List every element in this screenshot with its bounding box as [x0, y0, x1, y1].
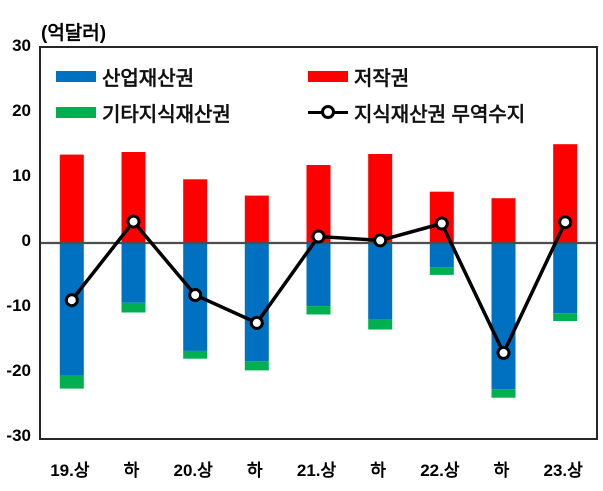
trade-balance-marker: [496, 345, 511, 360]
trade-balance-marker: [126, 214, 141, 229]
x-tick-label: 하: [247, 461, 263, 480]
trade-balance-marker: [311, 229, 326, 244]
x-tick-label: 하: [493, 461, 510, 480]
y-tick-label: -20: [6, 361, 31, 380]
x-axis-tick-labels: 19.상 하 20.상 하 21.상 하 22.상 하 23.상: [39, 452, 598, 482]
legend-entry-trade-balance: 지식재산권 무역수지: [308, 100, 526, 126]
y-tick-label: 0: [21, 231, 31, 250]
bar-segment-저작권: [368, 154, 393, 243]
bar-segment-기타지식재산권: [59, 375, 84, 389]
y-axis-tick-labels: 30 20 10 0 -10 -20 -30: [0, 0, 33, 491]
bar-segment-산업재산권: [491, 243, 516, 390]
legend-label-other-ip: 기타지식재산권: [102, 103, 231, 126]
chart-plot-svg: [41, 144, 596, 398]
bar-segment-기타지식재산권: [306, 306, 331, 315]
trade-balance-marker: [558, 215, 573, 230]
x-tick-label: 23.상: [543, 461, 583, 480]
bar-segment-산업재산권: [59, 243, 84, 376]
legend-label-trade-balance: 지식재산권 무역수지: [354, 103, 526, 126]
legend-label-copyright: 저작권: [354, 67, 410, 90]
bar-segment-기타지식재산권: [183, 350, 208, 359]
copyright-swatch-icon: [308, 70, 348, 82]
industrial-property-swatch-icon: [56, 70, 96, 82]
trade-balance-marker: [373, 233, 388, 248]
bar-segment-기타지식재산권: [244, 361, 269, 371]
plot-area: 산업재산권 기타지식재산권 저작권 지식재산권 무역수지: [39, 46, 598, 440]
y-tick-label: 10: [12, 166, 31, 185]
y-tick-label: 20: [12, 101, 31, 120]
legend-entry-industrial-property: 산업재산권: [56, 64, 194, 90]
y-axis-unit-label: (억달러): [41, 23, 107, 44]
y-tick-label: 30: [12, 36, 31, 55]
bar-segment-저작권: [244, 195, 269, 243]
bar-segment-기타지식재산권: [553, 313, 578, 321]
bar-segment-저작권: [183, 179, 208, 243]
trade-balance-marker: [434, 216, 449, 231]
bar-segment-산업재산권: [368, 243, 393, 320]
bar-segment-저작권: [491, 198, 516, 243]
trade-balance-marker: [188, 288, 203, 302]
x-tick-label: 20.상: [173, 461, 213, 480]
legend-entry-other-ip: 기타지식재산권: [56, 100, 231, 126]
legend-label-industrial-property: 산업재산권: [102, 67, 194, 90]
y-tick-label: -10: [6, 296, 31, 315]
legend-entry-copyright: 저작권: [308, 64, 410, 90]
bar-segment-산업재산권: [429, 243, 454, 268]
bar-segment-산업재산권: [121, 243, 146, 303]
bar-segment-기타지식재산권: [491, 389, 516, 398]
trade-balance-marker: [249, 315, 264, 330]
bar-segment-산업재산권: [244, 243, 269, 362]
bar-segment-저작권: [59, 154, 84, 243]
bar-segment-기타지식재산권: [121, 302, 146, 313]
x-tick-label: 하: [370, 461, 386, 480]
trade-balance-line-marker-icon: [308, 100, 348, 124]
x-tick-label: 21.상: [296, 461, 337, 480]
x-tick-label: 19.상: [50, 461, 90, 480]
trade-balance-marker: [64, 293, 79, 308]
bar-segment-기타지식재산권: [429, 267, 454, 275]
bar-segment-산업재산권: [553, 243, 578, 314]
y-tick-label: -30: [6, 426, 31, 445]
bar-segment-산업재산권: [306, 243, 331, 307]
other-ip-swatch-icon: [56, 106, 96, 118]
x-tick-label: 22.상: [420, 461, 460, 480]
bar-segment-기타지식재산권: [368, 319, 393, 330]
x-tick-label: 하: [123, 461, 140, 480]
